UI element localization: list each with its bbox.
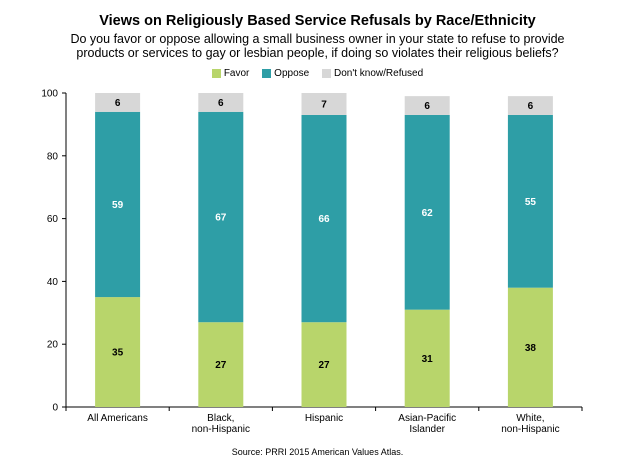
- data-label-favor: 27: [318, 360, 330, 371]
- data-label-favor: 35: [112, 348, 124, 359]
- chart-legend: Favor Oppose Don't know/Refused: [0, 68, 635, 81]
- legend-label-dontknow: Don't know/Refused: [333, 68, 424, 79]
- legend-swatch-dontknow: [321, 69, 331, 78]
- data-label-dontknow: 7: [321, 99, 327, 110]
- bar-segment-oppose: [404, 114, 450, 310]
- data-label-favor: 31: [422, 354, 434, 365]
- data-label-oppose: 62: [422, 208, 434, 219]
- data-label-oppose: 67: [215, 213, 227, 224]
- x-category-label: Hispanic: [305, 413, 343, 424]
- data-label-dontknow: 6: [424, 101, 430, 112]
- bar-segment-favor: [198, 322, 244, 407]
- bar-segment-dontknow: [507, 96, 553, 115]
- bar-segment-dontknow: [95, 93, 141, 112]
- data-label-favor: 38: [525, 343, 537, 354]
- y-tick-label: 40: [47, 277, 59, 288]
- bar-segment-favor: [301, 322, 347, 407]
- data-label-dontknow: 6: [115, 98, 121, 109]
- y-tick-label: 100: [41, 89, 58, 100]
- subtitle-line-2: products or services to gay or lesbian p…: [76, 46, 559, 60]
- bar-segment-oppose: [95, 111, 141, 298]
- bar-segment-favor: [404, 309, 450, 407]
- data-label-dontknow: 6: [218, 98, 224, 109]
- y-tick-label: 60: [47, 214, 59, 225]
- bar-segment-oppose: [301, 114, 347, 323]
- legend-label-oppose: Oppose: [274, 68, 310, 79]
- source-note: Source: PRRI 2015 American Values Atlas.: [231, 447, 404, 457]
- y-tick-label: 0: [52, 403, 58, 414]
- x-category-label: Asian-Pacific: [398, 413, 456, 424]
- bar-segment-dontknow: [198, 93, 244, 112]
- chart-subtitle: Do you favor or oppose allowing a small …: [0, 32, 635, 60]
- x-category-label: White,: [516, 413, 544, 424]
- subtitle-line-1: Do you favor or oppose allowing a small …: [70, 32, 565, 46]
- bar-segment-dontknow: [301, 93, 347, 115]
- bar-segment-dontknow: [404, 96, 450, 115]
- data-label-favor: 27: [215, 360, 227, 371]
- legend-label-favor: Favor: [223, 68, 250, 79]
- y-tick-label: 20: [47, 340, 59, 351]
- legend-item-oppose: Oppose: [262, 68, 309, 79]
- y-tick-label: 80: [47, 151, 59, 162]
- x-category-label: All Americans: [87, 413, 148, 424]
- x-category-label: Black,: [207, 413, 234, 424]
- x-category-label: Islander: [409, 424, 445, 435]
- data-label-oppose: 55: [525, 197, 537, 208]
- legend-swatch-favor: [211, 69, 221, 78]
- x-category-label: non-Hispanic: [192, 424, 250, 435]
- data-label-oppose: 59: [112, 200, 124, 211]
- legend-item-favor: Favor: [211, 68, 250, 79]
- bar-segment-oppose: [507, 114, 553, 288]
- x-category-label: non-Hispanic: [501, 424, 559, 435]
- bar-segment-favor: [95, 297, 141, 407]
- legend-swatch-oppose: [262, 69, 272, 78]
- bar-segment-oppose: [198, 111, 244, 323]
- legend-item-dontknow: Don't know/Refused: [321, 68, 424, 79]
- chart-title: Views on Religiously Based Service Refus…: [99, 13, 536, 29]
- data-label-dontknow: 6: [528, 101, 534, 112]
- data-label-oppose: 66: [318, 214, 330, 225]
- bar-segment-favor: [507, 287, 553, 407]
